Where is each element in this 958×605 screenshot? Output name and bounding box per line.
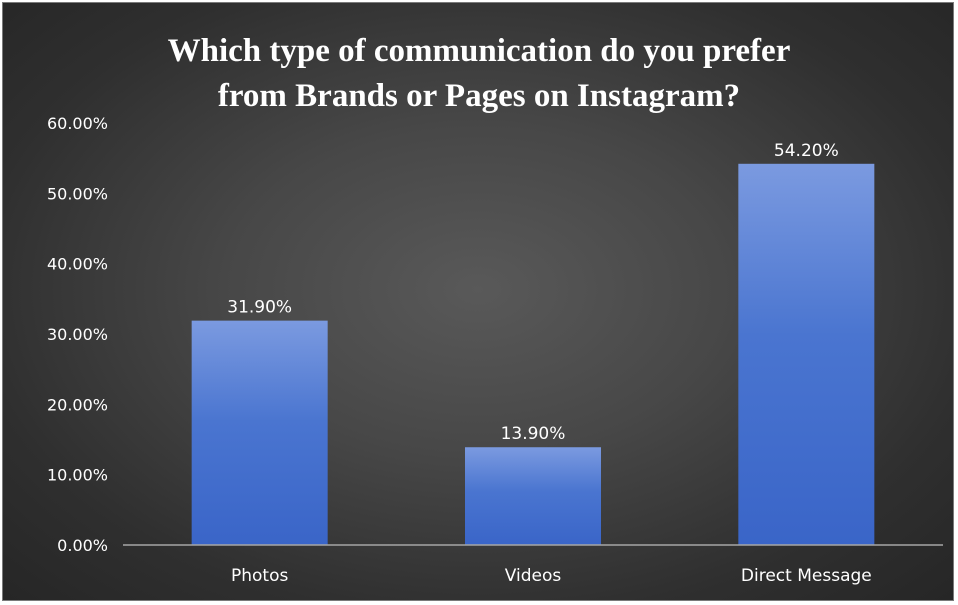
bar-series [191,163,875,545]
data-label: 54.20% [774,141,839,161]
y-tick-label: 30.00% [47,325,108,344]
y-tick-label: 10.00% [47,466,108,485]
bar-chart: Which type of communication do you prefe… [47,33,943,586]
x-axis-category-labels: Photos Videos Direct Message [231,566,872,586]
bar-videos [465,447,601,545]
y-tick-label: 20.00% [47,395,108,414]
data-label: 31.90% [227,298,292,318]
y-tick-label: 0.00% [57,536,108,555]
y-tick-label: 60.00% [47,114,108,133]
x-category-label: Videos [505,566,562,586]
y-tick-label: 50.00% [47,184,108,203]
bar-direct-message [738,163,875,545]
y-axis-tick-labels: 0.00% 10.00% 20.00% 30.00% 40.00% 50.00% 60.00… [47,114,108,555]
data-label: 13.90% [501,424,566,444]
chart-title-line-2: from Brands or Pages on Instagram? [218,78,740,114]
x-category-label: Direct Message [741,566,872,586]
x-category-label: Photos [231,566,288,586]
chart-title-line-1: Which type of communication do you prefe… [168,33,791,69]
bar-data-labels: 31.90% 13.90% 54.20% [227,141,838,444]
y-tick-label: 40.00% [47,255,108,274]
bar-photos [191,320,328,545]
